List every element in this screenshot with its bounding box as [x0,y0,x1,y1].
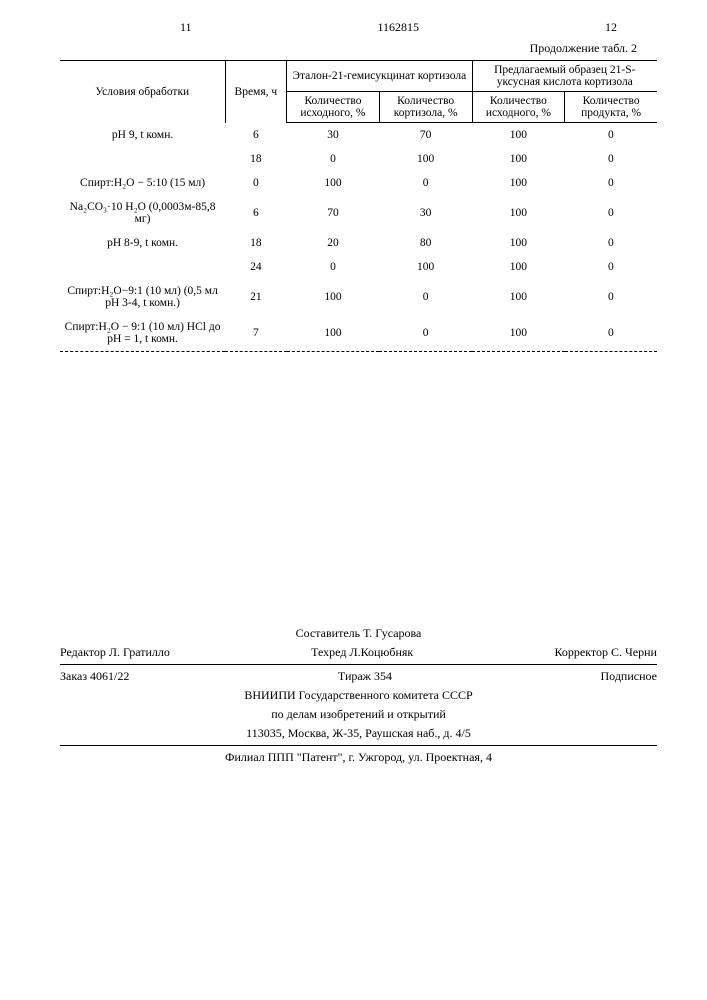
cell-time: 24 [225,255,286,279]
cell-d: 100 [472,231,565,255]
cell-e: 0 [565,123,657,148]
cell-d: 100 [472,315,565,352]
cell-time: 7 [225,315,286,352]
th-conditions: Условия обработки [60,61,225,123]
cell-time: 18 [225,231,286,255]
cell-b: 80 [379,231,472,255]
table-row: Спирт:H₂O−9:1 (10 мл) (0,5 мл pH 3-4, t … [60,279,657,315]
th-sub4: Количество продукта, % [565,92,657,123]
cell-conditions: Спирт:H₂O − 5:10 (15 мл) [60,171,225,195]
cell-e: 0 [565,315,657,352]
page-number-left: 11 [180,20,192,35]
cell-b: 70 [379,123,472,148]
footer-rule [60,745,657,746]
cell-conditions: pH 9, t комн. [60,123,225,148]
document-number: 1162815 [378,20,420,35]
cell-conditions: Спирт:H₂O−9:1 (10 мл) (0,5 мл pH 3-4, t … [60,279,225,315]
footer-addr1: 113035, Москва, Ж-35, Раушская наб., д. … [60,724,657,743]
table-row: Спирт:H₂O − 5:10 (15 мл) 0 100 0 100 0 [60,171,657,195]
cell-time: 18 [225,147,286,171]
cell-time: 0 [225,171,286,195]
cell-b: 100 [379,147,472,171]
footer-block: Составитель Т. Гусарова Редактор Л. Грат… [60,624,657,767]
cell-e: 0 [565,279,657,315]
cell-a: 30 [287,123,380,148]
cell-a: 0 [287,255,380,279]
th-group-sample: Предлагаемый образец 21-S-уксусная кисло… [472,61,657,92]
th-time: Время, ч [225,61,286,123]
cell-d: 100 [472,255,565,279]
th-sub1: Количество исходного, % [287,92,380,123]
cell-e: 0 [565,231,657,255]
cell-a: 100 [287,171,380,195]
cell-time: 6 [225,195,286,231]
continuation-label: Продолжение табл. 2 [60,41,657,56]
page-number-right: 12 [605,20,617,35]
cell-d: 100 [472,123,565,148]
cell-b: 100 [379,255,472,279]
table-row: Спирт:H₂O − 9:1 (10 мл) HCl до pH = 1, t… [60,315,657,352]
footer-org1: ВНИИПИ Государственного комитета СССР [60,686,657,705]
cell-conditions: Na₂CO₃·10 H₂O (0,0003м-85,8 мг) [60,195,225,231]
cell-conditions [60,147,225,171]
footer-org2: по делам изобретений и открытий [60,705,657,724]
table-row: pH 8-9, t комн. 18 20 80 100 0 [60,231,657,255]
cell-e: 0 [565,171,657,195]
cell-b: 0 [379,171,472,195]
table-row: Na₂CO₃·10 H₂O (0,0003м-85,8 мг) 6 70 30 … [60,195,657,231]
cell-a: 100 [287,279,380,315]
cell-d: 100 [472,147,565,171]
cell-b: 0 [379,279,472,315]
footer-rule [60,664,657,665]
cell-conditions: pH 8-9, t комн. [60,231,225,255]
table-end-rule [60,352,657,365]
th-sub3: Количество исходного, % [472,92,565,123]
main-data-table: Условия обработки Время, ч Эталон-21-гем… [60,60,657,364]
cell-a: 100 [287,315,380,352]
footer-credits: Редактор Л. Гратилло Техред Л.Коцюбняк К… [60,643,657,662]
cell-d: 100 [472,195,565,231]
footer-order-row: Заказ 4061/22 Тираж 354 Подписное [60,667,657,686]
footer-addr2: Филиал ППП "Патент", г. Ужгород, ул. Про… [60,748,657,767]
cell-d: 100 [472,279,565,315]
cell-e: 0 [565,147,657,171]
footer-compiler: Составитель Т. Гусарова [60,624,657,643]
cell-time: 21 [225,279,286,315]
footer-subscription: Подписное [601,669,658,684]
footer-order: Заказ 4061/22 [60,669,129,684]
footer-editor: Редактор Л. Гратилло [60,645,170,660]
table-body: pH 9, t комн. 6 30 70 100 0 18 0 100 100… [60,123,657,365]
cell-a: 20 [287,231,380,255]
footer-corrector: Корректор С. Черни [555,645,657,660]
cell-b: 30 [379,195,472,231]
cell-e: 0 [565,195,657,231]
table-row: pH 9, t комн. 6 30 70 100 0 [60,123,657,148]
cell-e: 0 [565,255,657,279]
page-header: 11 1162815 12 [60,20,657,35]
table-row: 18 0 100 100 0 [60,147,657,171]
document-page: 11 1162815 12 Продолжение табл. 2 Услови… [0,0,707,787]
table-row: 24 0 100 100 0 [60,255,657,279]
cell-a: 70 [287,195,380,231]
footer-tech: Техред Л.Коцюбняк [311,645,413,660]
footer-tirage: Тираж 354 [338,669,392,684]
th-group-etalon: Эталон-21-гемисукцинат кортизола [287,61,472,92]
cell-d: 100 [472,171,565,195]
cell-time: 6 [225,123,286,148]
cell-conditions [60,255,225,279]
cell-a: 0 [287,147,380,171]
th-sub2: Количество кортизола, % [379,92,472,123]
cell-b: 0 [379,315,472,352]
cell-conditions: Спирт:H₂O − 9:1 (10 мл) HCl до pH = 1, t… [60,315,225,352]
